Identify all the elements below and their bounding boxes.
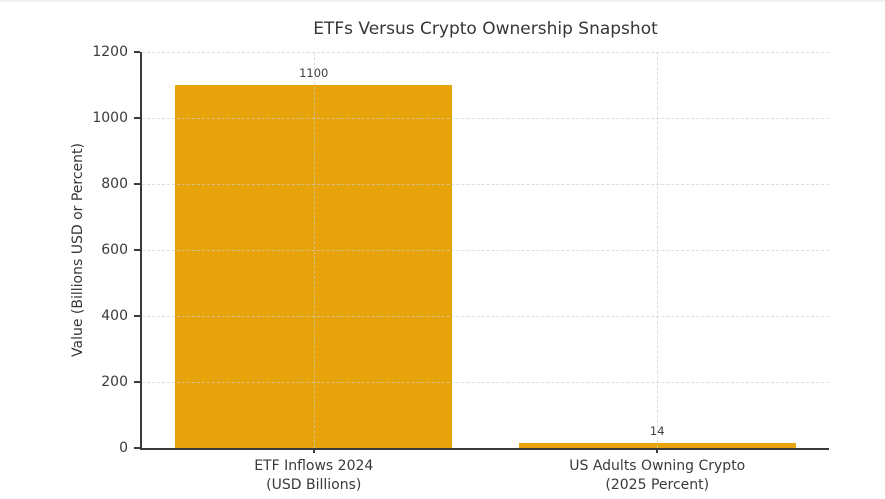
plot-area: 0 200 400 600 800 1000 1200 1100 ETF Inflows 202…: [92, 45, 829, 493]
y-gridline: [142, 316, 829, 317]
y-tick: [134, 51, 140, 53]
x-tick-label: ETF Inflows 2024 (USD Billions): [164, 457, 464, 495]
y-axis-spine: [140, 52, 142, 450]
y-tick: [134, 381, 140, 383]
page-top-border: [0, 0, 885, 2]
x-tick-label: US Adults Owning Crypto (2025 Percent): [507, 457, 807, 495]
x-tick-label-line1: US Adults Owning Crypto: [569, 458, 746, 474]
x-gridline: [313, 52, 315, 448]
y-tick-label: 800: [101, 176, 128, 192]
y-tick: [134, 315, 140, 317]
x-tick: [312, 448, 315, 453]
x-tick-label-line2: (USD Billions): [266, 477, 362, 493]
y-tick-label: 400: [101, 308, 128, 324]
bar: [518, 443, 796, 448]
y-gridline: [142, 184, 829, 185]
chart-title: ETFs Versus Crypto Ownership Snapshot: [313, 19, 658, 39]
x-tick-label-line1: ETF Inflows 2024: [254, 458, 374, 474]
y-tick: [134, 117, 140, 119]
x-axis-spine: [140, 448, 829, 450]
y-tick-label: 200: [101, 374, 128, 390]
y-tick-label: 1200: [92, 44, 128, 60]
bar-value-label: 1100: [299, 66, 329, 80]
x-gridline: [657, 52, 659, 448]
y-tick-label: 1000: [92, 110, 128, 126]
y-gridline: [142, 250, 829, 251]
bar-value-label: 14: [649, 424, 665, 439]
y-tick: [134, 447, 140, 449]
y-tick-label: 0: [119, 440, 128, 456]
y-gridline: [142, 118, 829, 119]
x-tick-label-line2: (2025 Percent): [605, 477, 710, 493]
y-gridline: [142, 382, 829, 383]
x-tick: [656, 448, 659, 453]
y-tick: [134, 249, 140, 251]
y-tick: [134, 183, 140, 185]
y-tick-label: 600: [101, 242, 128, 258]
bar: [175, 85, 453, 448]
y-gridline: [142, 52, 829, 53]
